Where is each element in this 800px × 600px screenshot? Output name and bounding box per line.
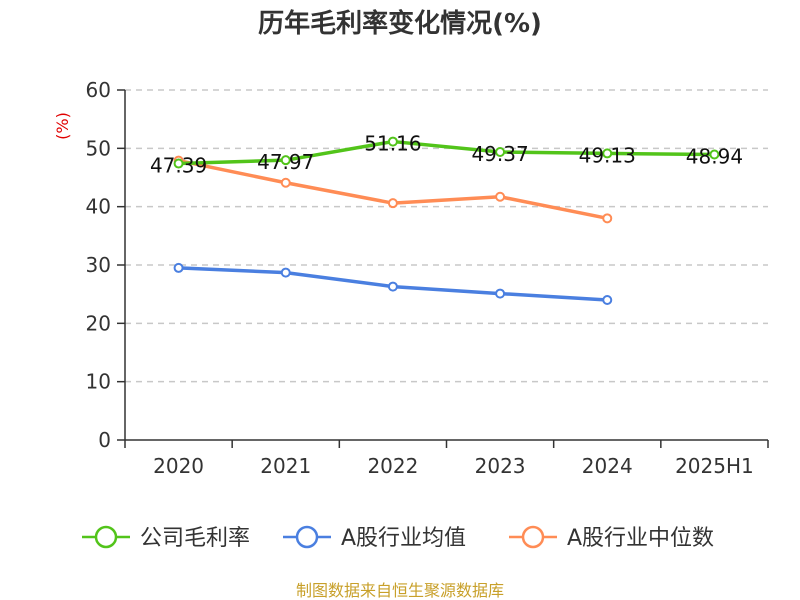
data-point (280, 267, 291, 278)
x-tick-label: 2025H1 (675, 454, 754, 478)
data-label: 49.37 (471, 142, 528, 166)
y-tick-label: 40 (86, 195, 111, 219)
y-tick-label: 60 (86, 78, 111, 102)
y-tick-label: 50 (86, 136, 111, 160)
series-line-0 (178, 139, 715, 166)
data-point (602, 148, 613, 159)
footer-source: 制图数据来自恒生聚源数据库 (296, 581, 504, 600)
data-point (387, 198, 398, 209)
x-tick-label: 2022 (367, 454, 418, 478)
y-tick-label: 20 (86, 311, 111, 335)
x-tick-label: 2024 (582, 454, 633, 478)
legend-label: A股行业中位数 (567, 526, 714, 551)
data-point (387, 136, 398, 147)
legend-label: A股行业均值 (341, 526, 466, 551)
x-tick-label: 2020 (153, 454, 204, 478)
y-tick-label: 10 (86, 370, 111, 394)
x-tick-label: 2023 (475, 454, 526, 478)
legend-label: 公司毛利率 (140, 526, 250, 551)
legend-marker (521, 525, 545, 549)
legend-marker (295, 525, 319, 549)
data-point (387, 281, 398, 292)
y-tick-label: 30 (86, 253, 111, 277)
data-point (495, 288, 506, 299)
legend-item: A股行业均值 (283, 525, 466, 551)
data-point (602, 295, 613, 305)
legend-item: 公司毛利率 (82, 525, 250, 551)
data-point (495, 191, 506, 202)
data-point (602, 213, 613, 224)
legend-marker (94, 525, 118, 549)
y-tick-label: 0 (98, 428, 111, 452)
data-label: 48.94 (686, 145, 743, 169)
data-point (495, 147, 506, 158)
data-point (173, 262, 184, 273)
legend-item: A股行业中位数 (509, 525, 714, 551)
data-point (280, 177, 291, 188)
data-point (709, 149, 720, 160)
data-label: 51.16 (364, 132, 421, 156)
data-label: 47.97 (257, 150, 314, 174)
series-line-2 (178, 158, 608, 221)
data-label: 47.39 (150, 154, 207, 178)
x-tick-label: 2021 (260, 454, 311, 478)
y-axis-unit: (%) (53, 112, 72, 140)
data-point (173, 158, 184, 169)
data-label: 49.13 (579, 143, 636, 167)
data-point (280, 155, 291, 166)
chart-title: 历年毛利率变化情况(%) (258, 8, 542, 39)
